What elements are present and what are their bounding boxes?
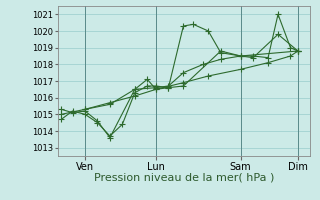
X-axis label: Pression niveau de la mer( hPa ): Pression niveau de la mer( hPa ) [94,173,274,183]
